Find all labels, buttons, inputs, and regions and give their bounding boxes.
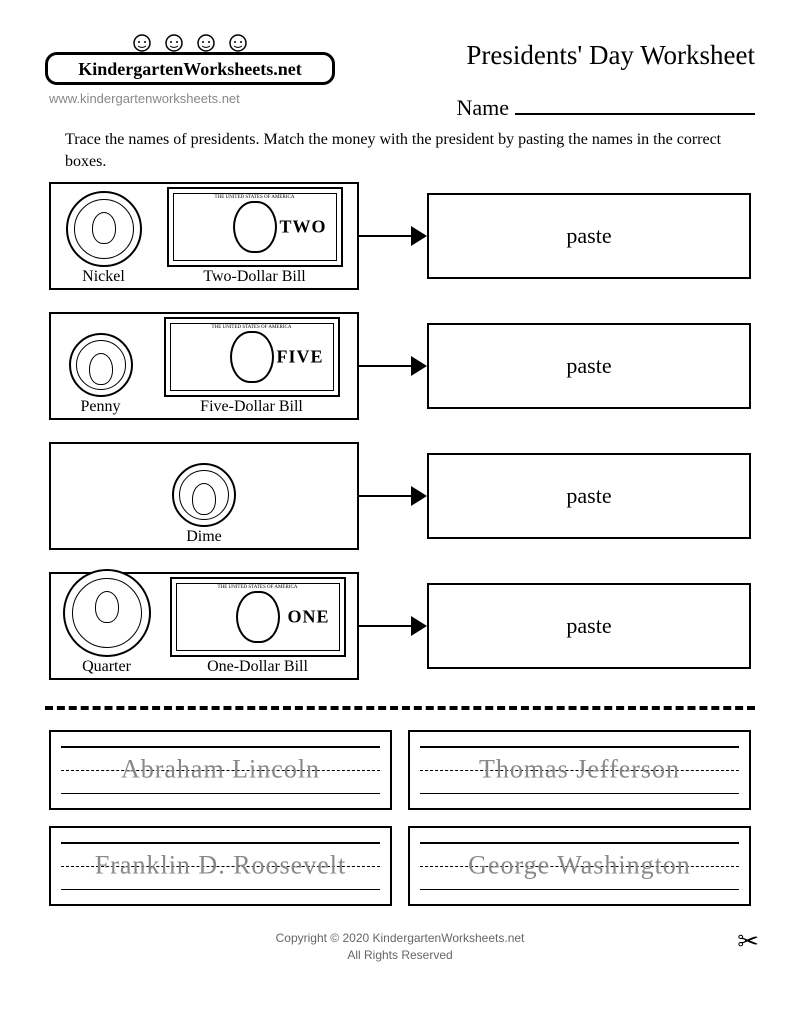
coin-group: Quarter	[63, 569, 151, 676]
bill-label: Five-Dollar Bill	[200, 398, 303, 416]
trace-box: Abraham Lincoln	[49, 730, 392, 810]
money-box: Dime	[49, 442, 359, 550]
bill-denomination: ONE	[287, 607, 329, 628]
bill-label: Two-Dollar Bill	[203, 268, 305, 286]
bill-group: THE UNITED STATES OF AMERICA FIVE Five-D…	[164, 317, 340, 416]
writing-guide: Franklin D. Roosevelt	[61, 842, 380, 890]
coin-group: Nickel	[66, 191, 142, 286]
coin-label: Quarter	[82, 658, 131, 676]
trace-name: Franklin D. Roosevelt	[61, 851, 380, 881]
money-row: Nickel THE UNITED STATES OF AMERICA TWO …	[49, 182, 751, 290]
trace-name: Abraham Lincoln	[61, 755, 380, 785]
kids-illustration	[48, 31, 332, 61]
title-block: Presidents' Day Worksheet Name	[355, 30, 755, 121]
paste-box: paste	[427, 583, 751, 669]
bill-illustration: THE UNITED STATES OF AMERICA TWO	[167, 187, 343, 267]
money-box: Penny THE UNITED STATES OF AMERICA FIVE …	[49, 312, 359, 420]
bill-illustration: THE UNITED STATES OF AMERICA FIVE	[164, 317, 340, 397]
money-box: Nickel THE UNITED STATES OF AMERICA TWO …	[49, 182, 359, 290]
paste-box: paste	[427, 453, 751, 539]
coin-illustration	[66, 191, 142, 267]
logo-text: KindergartenWorksheets.net	[78, 59, 301, 79]
coin-illustration	[69, 333, 133, 397]
name-underline	[515, 93, 755, 115]
rights-line: All Rights Reserved	[45, 947, 755, 964]
worksheet-title: Presidents' Day Worksheet	[355, 40, 755, 71]
name-line: Name	[355, 93, 755, 121]
instructions: Trace the names of presidents. Match the…	[65, 129, 755, 172]
cut-line	[45, 706, 755, 710]
bill-group: THE UNITED STATES OF AMERICA ONE One-Dol…	[170, 577, 346, 676]
arrow-icon	[359, 226, 427, 246]
name-label: Name	[456, 95, 509, 121]
trace-grid: Abraham Lincoln Thomas Jefferson Frankli…	[45, 730, 755, 906]
arrow-icon	[359, 356, 427, 376]
money-box: Quarter THE UNITED STATES OF AMERICA ONE…	[49, 572, 359, 680]
coin-group: Dime	[172, 463, 236, 546]
coin-illustration	[172, 463, 236, 527]
writing-guide: George Washington	[420, 842, 739, 890]
footer: Copyright © 2020 KindergartenWorksheets.…	[45, 930, 755, 964]
writing-guide: Abraham Lincoln	[61, 746, 380, 794]
money-row: Quarter THE UNITED STATES OF AMERICA ONE…	[49, 572, 751, 680]
logo-block: KindergartenWorksheets.net www.kindergar…	[45, 30, 335, 106]
bill-group: THE UNITED STATES OF AMERICA TWO Two-Dol…	[167, 187, 343, 286]
arrow-icon	[359, 486, 427, 506]
paste-box: paste	[427, 193, 751, 279]
coin-group: Penny	[69, 333, 133, 416]
writing-guide: Thomas Jefferson	[420, 746, 739, 794]
site-url: www.kindergartenworksheets.net	[45, 91, 335, 106]
coin-illustration	[63, 569, 151, 657]
bill-illustration: THE UNITED STATES OF AMERICA ONE	[170, 577, 346, 657]
arrow-icon	[359, 616, 427, 636]
coin-label: Penny	[81, 398, 121, 416]
bill-label: One-Dollar Bill	[207, 658, 308, 676]
copyright-line: Copyright © 2020 KindergartenWorksheets.…	[45, 930, 755, 947]
paste-box: paste	[427, 323, 751, 409]
trace-name: George Washington	[420, 851, 739, 881]
coin-label: Dime	[186, 528, 222, 546]
trace-box: George Washington	[408, 826, 751, 906]
trace-box: Franklin D. Roosevelt	[49, 826, 392, 906]
trace-box: Thomas Jefferson	[408, 730, 751, 810]
coin-label: Nickel	[82, 268, 125, 286]
money-row: Dime paste	[49, 442, 751, 550]
bill-denomination: FIVE	[276, 347, 323, 368]
header: KindergartenWorksheets.net www.kindergar…	[45, 30, 755, 121]
money-rows: Nickel THE UNITED STATES OF AMERICA TWO …	[45, 182, 755, 680]
site-logo: KindergartenWorksheets.net	[45, 52, 335, 85]
bill-denomination: TWO	[279, 217, 326, 238]
scissors-icon: ✂	[737, 923, 759, 959]
trace-name: Thomas Jefferson	[420, 755, 739, 785]
money-row: Penny THE UNITED STATES OF AMERICA FIVE …	[49, 312, 751, 420]
